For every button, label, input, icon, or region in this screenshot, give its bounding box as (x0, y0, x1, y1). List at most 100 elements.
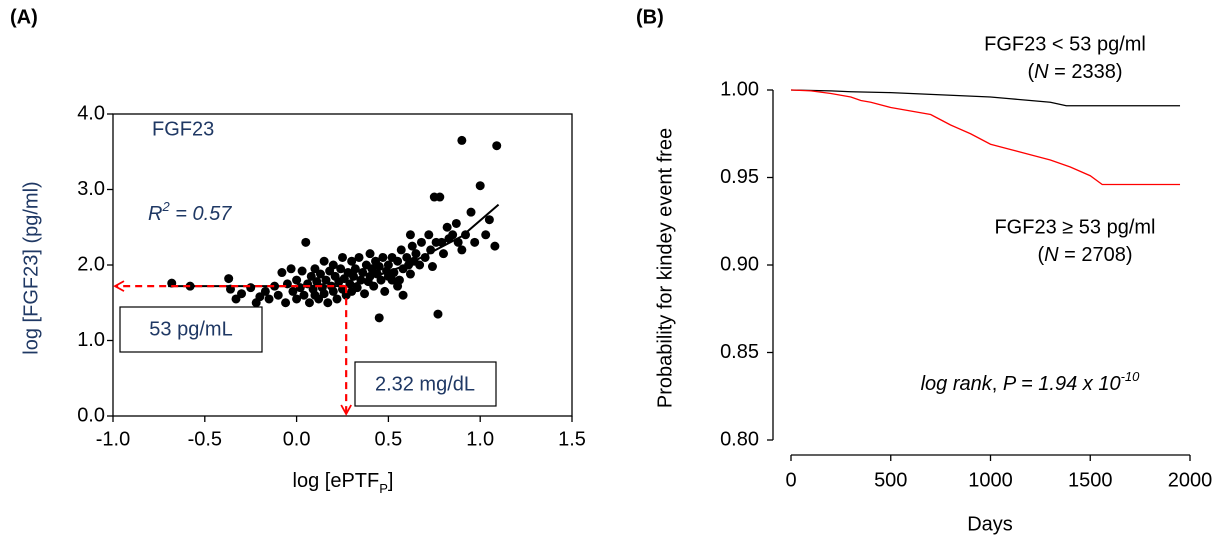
scatter-point (424, 230, 434, 240)
scatter-point (416, 237, 426, 247)
scatter-point (457, 245, 467, 255)
series-label: FGF23 < 53 pg/ml (984, 33, 1146, 55)
panel-label: (B) (636, 6, 664, 28)
survival-curve (790, 89, 1181, 186)
r-squared: R2 = 0.57 (148, 199, 232, 225)
scatter-point (312, 277, 322, 287)
scatter-point (433, 309, 443, 319)
scatter-point (264, 294, 274, 304)
y-tick-label: 1.00 (720, 78, 759, 100)
scatter-point (347, 256, 357, 266)
scatter-point (461, 230, 471, 240)
x-axis-label: Days (967, 513, 1013, 535)
series-n-label: (N = 2708) (1037, 244, 1132, 266)
annotation: 53 pg/mL (149, 318, 232, 340)
scatter-point (323, 298, 333, 308)
p-value-annotation: log rank, P = 1.94 x 10-10 (921, 369, 1141, 395)
x-tick-label: 1.5 (558, 428, 586, 450)
scatter-point (402, 252, 412, 262)
scatter-point (492, 141, 502, 151)
scatter-point (427, 262, 437, 272)
panel-label: (A) (10, 6, 38, 28)
scatter-point (376, 275, 386, 285)
series-n-label-run: = 2338) (1049, 61, 1123, 83)
scatter-point (354, 252, 364, 262)
scatter-point (328, 286, 338, 296)
scatter-point (411, 249, 421, 259)
scatter-point (396, 245, 406, 255)
scatter-point (438, 249, 448, 259)
scatter-point (299, 290, 309, 300)
scatter-point (383, 260, 393, 270)
x-tick-label: 1000 (968, 469, 1013, 491)
scatter-point (387, 275, 397, 285)
scatter-point (448, 230, 458, 240)
scatter-point (277, 268, 287, 278)
scatter-point (352, 283, 362, 293)
series-n-label-run: ( (1037, 244, 1044, 266)
x-axis-label: log [ePTFP] (293, 470, 394, 496)
p-value-annotation-run: P = 1.94 x 10 (1003, 373, 1121, 395)
scatter-point (393, 256, 403, 266)
scatter-point (301, 237, 311, 247)
scatter-point (281, 298, 291, 308)
survival-curve (790, 89, 1181, 107)
scatter-point (292, 294, 302, 304)
scatter-point (365, 249, 375, 259)
p-value-annotation-run: log rank (921, 373, 993, 395)
x-tick-label: -0.5 (188, 428, 222, 450)
scatter-point (378, 252, 388, 262)
scatter-point (304, 298, 314, 308)
scatter-point (224, 274, 234, 284)
scatter-point (321, 275, 331, 285)
y-tick-label: 0.80 (720, 428, 759, 450)
scatter-point (475, 181, 485, 191)
y-tick-label: 1.0 (77, 329, 105, 351)
scatter-point (360, 289, 370, 299)
scatter-point (297, 266, 307, 276)
scatter-point (319, 289, 329, 299)
x-tick-label: 0 (785, 469, 796, 491)
x-axis-label-run: P (379, 481, 388, 496)
scatter-point (369, 281, 379, 291)
y-axis-label: Probability for kindey event free (654, 128, 676, 408)
scatter-point (328, 260, 338, 270)
y-tick-label: 0.85 (720, 341, 759, 363)
series-n-label-run: ( (1027, 61, 1034, 83)
x-axis-label-run: ] (388, 470, 394, 492)
scatter-point (374, 313, 384, 323)
scatter-point (358, 268, 368, 278)
scatter-point (435, 192, 445, 202)
series-n-label-run: N (1044, 244, 1059, 266)
scatter-point (398, 290, 408, 300)
scatter-point (393, 281, 403, 291)
y-tick-label: 0.90 (720, 253, 759, 275)
scatter-point (292, 275, 302, 285)
scatter-point (288, 286, 298, 296)
chart-title: FGF23 (152, 118, 214, 140)
y-tick-label: 0.95 (720, 166, 759, 188)
scatter-point (338, 252, 347, 262)
scatter-point (349, 271, 359, 281)
series-n-label-run: N (1034, 61, 1049, 83)
scatter-point (380, 286, 390, 296)
scatter-point (466, 207, 476, 217)
scatter-point (470, 237, 480, 247)
scatter-point (374, 262, 384, 272)
x-tick-label: 500 (874, 469, 907, 491)
annotation: 2.32 mg/dL (375, 373, 475, 395)
x-tick-label: 1.0 (466, 428, 494, 450)
y-tick-label: 4.0 (77, 102, 105, 124)
y-tick-label: 2.0 (77, 253, 105, 275)
r-squared-run: R (148, 203, 162, 225)
p-value-annotation-run: -10 (1121, 369, 1141, 384)
scatter-point (484, 215, 494, 225)
scatter-point (442, 222, 452, 232)
x-tick-label: 0.0 (283, 428, 311, 450)
scatter-point (490, 241, 500, 251)
fit-line (168, 203, 500, 288)
x-tick-label: 0.5 (374, 428, 402, 450)
scatter-point (319, 256, 329, 266)
scatter-point (451, 218, 461, 228)
scatter-point (405, 230, 415, 240)
